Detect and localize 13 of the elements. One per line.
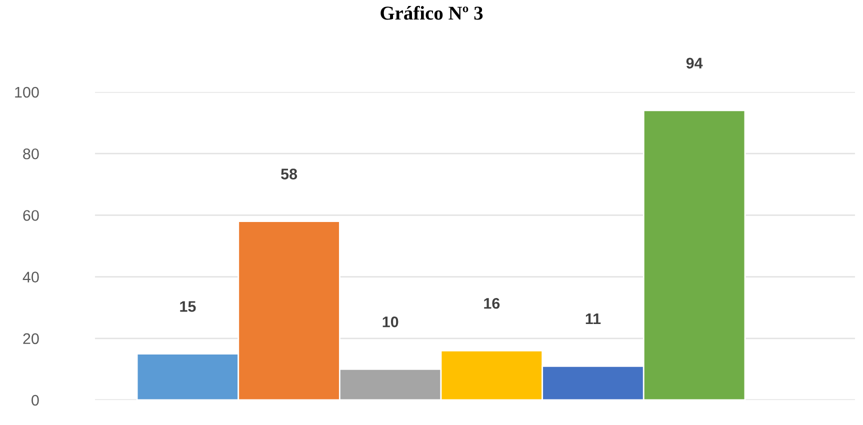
data-label: 94	[686, 58, 703, 69]
data-label: 11	[586, 314, 601, 324]
chart-title: Gráfico Nº 3	[380, 6, 483, 20]
data-label: 16	[484, 298, 500, 309]
y-tick-label: 20	[23, 333, 39, 344]
y-tick-label: 100	[15, 86, 39, 98]
y-tick-label: 80	[23, 148, 39, 160]
data-label: 15	[180, 301, 196, 312]
data-label: 58	[281, 168, 298, 180]
y-tick-label: 60	[23, 210, 39, 221]
data-label: 10	[382, 316, 398, 328]
y-tick-label: 40	[22, 272, 39, 282]
y-tick-label: 0	[32, 394, 39, 406]
